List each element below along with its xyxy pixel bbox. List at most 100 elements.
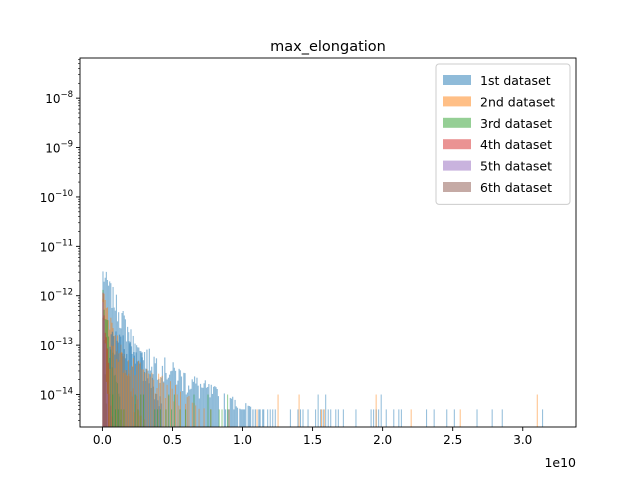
histogram-bar (173, 401, 175, 427)
histogram-bar (249, 406, 252, 427)
histogram-bar (129, 369, 131, 427)
histogram-bar (227, 394, 229, 427)
histogram-bar (171, 409, 173, 427)
histogram-bar (161, 375, 163, 427)
histogram-bar (188, 395, 190, 427)
histogram-bar (137, 409, 139, 427)
histogram-bar (109, 368, 111, 427)
histogram-bar (117, 361, 119, 427)
histogram-bar (132, 357, 134, 427)
histogram-bar (123, 349, 125, 427)
histogram-bar (410, 409, 412, 427)
histogram-bar (217, 396, 219, 427)
histogram-bar (272, 409, 274, 427)
histogram-bar (165, 372, 167, 427)
histogram-bar (160, 377, 162, 427)
histogram-bar (230, 398, 233, 427)
legend-swatch (443, 75, 471, 85)
histogram-bar (189, 389, 191, 427)
histogram-bar (491, 409, 493, 427)
histogram-bar (501, 409, 503, 427)
histogram-bar (218, 409, 220, 427)
histogram-bar (168, 374, 171, 427)
histogram-bar (168, 394, 170, 427)
histogram-bar (223, 393, 225, 427)
histogram-bar (159, 376, 161, 427)
histogram-bar (124, 370, 126, 427)
histogram-bar (112, 345, 114, 427)
histogram-bar (102, 317, 104, 427)
histogram-bar (224, 409, 227, 427)
histogram-bar (269, 409, 271, 427)
histogram-bar (175, 385, 176, 427)
histogram-bar (120, 336, 122, 427)
histogram-bar (204, 380, 206, 427)
histogram-bar (178, 405, 180, 427)
histogram-bar (355, 409, 357, 427)
histogram-bar (398, 409, 400, 427)
histogram-bar (103, 340, 105, 427)
histogram-bar (115, 409, 117, 427)
histogram-bar (197, 385, 199, 427)
histogram-bar (192, 381, 194, 427)
legend-swatch (443, 182, 471, 192)
histogram-bar (134, 394, 136, 427)
histogram-bar (196, 377, 198, 427)
histogram-bars (102, 271, 544, 427)
y-tick-label: 10−11 (40, 238, 73, 254)
histogram-bar (186, 397, 188, 427)
histogram-bar (459, 409, 461, 427)
histogram-bar (203, 383, 205, 427)
histogram-bar (315, 409, 317, 427)
histogram-bar (140, 394, 142, 427)
histogram-bar (241, 409, 243, 427)
histogram-bar (157, 379, 159, 427)
legend-swatch (443, 139, 471, 150)
histogram-bar (337, 409, 339, 427)
histogram-bar (299, 409, 301, 427)
legend-entry-label: 1st dataset (480, 73, 551, 88)
histogram-bar (235, 406, 237, 427)
histogram-bar (122, 372, 124, 427)
histogram-bar (117, 409, 119, 427)
legend-entry-label: 6th dataset (480, 180, 552, 195)
histogram-bar (116, 359, 118, 427)
histogram-bar (327, 409, 329, 427)
histogram-bar (141, 369, 143, 427)
histogram-bar (199, 383, 202, 427)
chart-title: max_elongation (270, 39, 386, 55)
y-tick-label: 10−13 (40, 337, 73, 353)
histogram-bar (108, 362, 110, 427)
y-tick-label: 10−9 (45, 140, 73, 156)
histogram-bar (114, 368, 116, 427)
histogram-bar (322, 409, 324, 427)
x-axis: 0.0 0.5 1.0 1.5 2.0 2.5 3.0 (93, 427, 532, 447)
histogram-bar (106, 393, 109, 427)
histogram-bar (433, 409, 435, 427)
histogram-bar (185, 394, 187, 427)
histogram-bar (163, 382, 165, 427)
histogram-bar (182, 391, 184, 427)
histogram-bar (263, 409, 265, 427)
histogram-bar (385, 409, 387, 427)
histogram-bar (207, 394, 209, 427)
histogram-bar (342, 409, 344, 427)
x-tick-label: 0.0 (93, 433, 112, 447)
histogram-bar (214, 386, 216, 427)
histogram-bar (171, 388, 173, 427)
legend-entry-label: 5th dataset (480, 159, 552, 174)
histogram-bar (201, 387, 203, 427)
histogram-bar (139, 362, 141, 427)
histogram-bar (302, 409, 304, 427)
y-tick-label: 10−14 (40, 387, 73, 403)
plot-area-frame (79, 57, 577, 428)
x-tick-label: 1.5 (303, 433, 322, 447)
histogram-bar (184, 373, 186, 427)
histogram-bar (143, 352, 146, 427)
histogram-bar (453, 409, 455, 427)
histogram-bar (242, 409, 245, 427)
histogram-bar (145, 368, 147, 427)
histogram-bar (380, 394, 382, 427)
histogram-bar (274, 409, 276, 427)
histogram-bar (138, 361, 140, 427)
